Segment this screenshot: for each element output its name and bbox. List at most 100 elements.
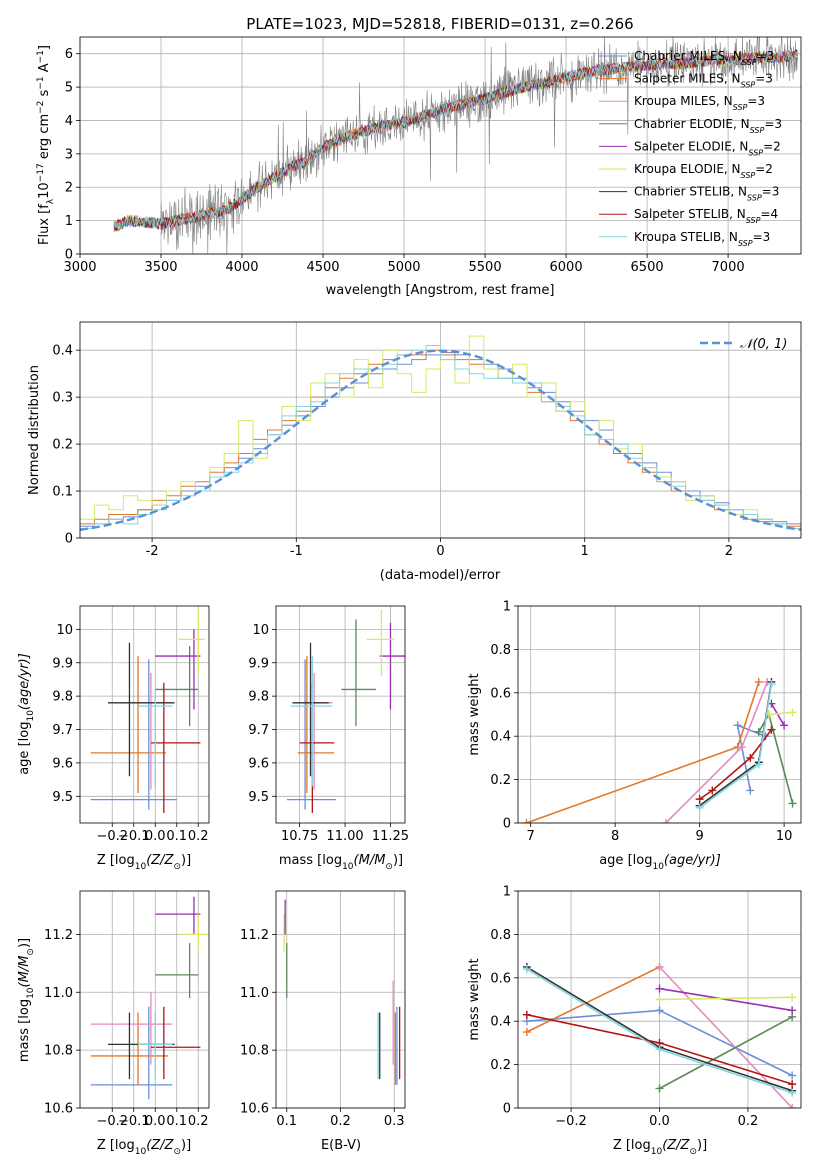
label-part: ⊙ [173, 1147, 181, 1157]
y-tick-label: 9.6 [52, 756, 73, 771]
weight-marker [788, 1104, 797, 1108]
legend-label-main: Kroupa ELODIE, N [634, 162, 741, 176]
grid [80, 891, 209, 1109]
x-tick-label: 2 [725, 544, 733, 559]
grid [276, 891, 405, 1109]
y-axis-label: mass weight [467, 958, 482, 1040]
y-axis-label: Flux [fλ10−17 erg cm−2 s−1 A−1] [36, 45, 56, 245]
y-tick-label: 0.3 [52, 391, 73, 406]
legend-label: Chabrier ELODIE, NSSP=3 [634, 117, 782, 135]
legend-label-sub: SSP [741, 171, 756, 180]
plot-area [80, 335, 801, 531]
x-tick-label: 1 [581, 544, 589, 559]
weight-line [659, 996, 793, 1001]
legend-label-sub: SSP [742, 58, 757, 67]
label-part: )] [181, 853, 191, 868]
y-tick-label: 9.9 [248, 656, 269, 671]
label-part: 10 [26, 710, 36, 722]
x-tick-label: 0.0 [145, 829, 166, 844]
normal-distribution-curve [80, 349, 801, 531]
x-tick-label: 11.25 [372, 829, 409, 844]
y-tick-label: 9.9 [52, 656, 73, 671]
label-part: (age/yr)] [664, 853, 721, 868]
axes-overlay: 3000 3500 4000 4500 5000 5500 6000 6500 7000 0 1 2 3… [63, 36, 802, 275]
x-tick-label: 3000 [63, 260, 96, 275]
weight-marker [522, 965, 531, 974]
weight-marker [695, 803, 704, 812]
y-tick-label: 9.5 [248, 790, 269, 805]
x-tick-label: 6500 [631, 260, 664, 275]
grid [276, 606, 405, 823]
y-tick-label: 11.0 [44, 986, 73, 1001]
label-part: erg cm [37, 114, 52, 163]
weight-marker [788, 708, 797, 717]
weight-marker [746, 786, 755, 795]
axes-frame [275, 605, 406, 824]
weight-line [659, 1016, 793, 1090]
legend-label-tail: =3 [747, 94, 765, 108]
y-tick-label: 4 [65, 114, 73, 129]
mass-vs-metallicity-panel: −0.2−0.10.0 0.1 0.210.610.811.011.2Z [log1… [17, 890, 210, 1157]
plot-area [283, 899, 401, 1085]
weight-marker [737, 743, 746, 752]
label-part: (Z/Z [146, 853, 174, 868]
legend-label-sub: SSP [747, 193, 762, 202]
x-axis-label: E(B-V) [321, 1138, 361, 1153]
label-part: (M/M [354, 853, 386, 868]
x-tick-label: 0.1 [166, 829, 187, 844]
y-tick-label: 5 [65, 81, 73, 96]
label-part: ⊙ [689, 1147, 697, 1157]
x-tick-label: −0.2 [555, 1114, 587, 1129]
label-part: −17 [36, 163, 46, 182]
legend-label-main: Salpeter ELODIE, N [634, 139, 748, 153]
y-tick-label: 10.6 [44, 1102, 73, 1117]
x-tick-label: 10.75 [281, 829, 318, 844]
y-tick-label: 1 [503, 885, 511, 900]
axes-frame [79, 605, 210, 824]
weight-vs-metallicity-panel: −0.2 0.0 0.2 0 0.2 0.4 0.6 0.8 1 mass weight Z [lo… [467, 885, 802, 1157]
y-tick-label: 0.6 [490, 686, 511, 701]
legend-label: Kroupa ELODIE, NSSP=2 [634, 162, 773, 180]
weight-marker [788, 1071, 797, 1080]
y-tick-label: 0.1 [52, 485, 73, 500]
y-tick-label: 10.8 [44, 1044, 73, 1059]
weight-marker [754, 677, 763, 686]
y-tick-label: 0.2 [52, 438, 73, 453]
weight-line [659, 987, 793, 1012]
label-part: ⊙ [26, 948, 36, 956]
y-tick-label: 3 [65, 147, 73, 162]
axes-overlay: 10.75 11.00 11.25 9.5 9.6 9.7 9.8 9.9 10 [248, 605, 409, 844]
label-part: )] [181, 1138, 191, 1153]
y-tick-label: 9.7 [248, 723, 269, 738]
plot-area [522, 962, 797, 1108]
x-tick-label: 9 [695, 829, 703, 844]
label-part: mass [log [17, 999, 32, 1062]
legend-label-sub: SSP [741, 80, 756, 89]
x-tick-label: 6000 [550, 260, 583, 275]
x-tick-label: 0 [436, 544, 444, 559]
axes-overlay: −0.2 0.0 0.2 0 0.2 0.4 0.6 0.8 1 [490, 885, 802, 1129]
x-tick-label: 5000 [387, 260, 420, 275]
weight-line [658, 966, 793, 1108]
label-part: (Z/Z [146, 1138, 174, 1153]
y-tick-label: 11.0 [240, 986, 269, 1001]
y-tick-label: 1 [65, 214, 73, 229]
plot-area [113, 37, 798, 254]
x-tick-label: −0.2 [96, 829, 128, 844]
legend-label-main: Chabrier MILES, N [634, 49, 742, 63]
weight-marker [522, 819, 531, 823]
x-tick-label: 0.0 [145, 1114, 166, 1129]
axes-frame [79, 36, 802, 255]
axes-overlay: 0.1 0.2 0.3 10.6 10.8 11.0 11.2 [240, 890, 406, 1129]
weight-marker [733, 721, 742, 730]
weight-marker [754, 727, 763, 736]
legend-label-tail: =3 [762, 185, 780, 199]
x-tick-label: 7 [527, 829, 535, 844]
label-part: Z [log [97, 853, 135, 868]
label-part: ] [37, 45, 52, 50]
legend-label: Chabrier STELIB, NSSP=3 [634, 185, 779, 203]
y-tick-label: 9.5 [52, 790, 73, 805]
legend-label: Kroupa STELIB, NSSP=3 [634, 230, 770, 248]
label-part: 10 [342, 862, 354, 872]
legend-label-main: Kroupa MILES, N [634, 94, 733, 108]
